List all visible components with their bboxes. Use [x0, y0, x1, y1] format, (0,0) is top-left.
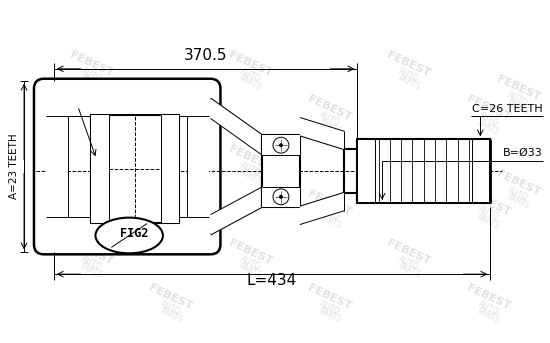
Text: FEBEST: FEBEST: [386, 49, 432, 78]
Text: PARTS: PARTS: [397, 168, 421, 186]
Polygon shape: [211, 187, 262, 235]
Text: PARTS: PARTS: [158, 213, 184, 230]
Text: FEBEST: FEBEST: [147, 188, 194, 217]
Text: FEBEST: FEBEST: [494, 168, 541, 197]
Text: AUTO: AUTO: [477, 299, 500, 317]
Text: FEBEST: FEBEST: [465, 188, 512, 217]
Bar: [262, 135, 300, 207]
Bar: [91, 116, 109, 223]
Text: FEBEST: FEBEST: [68, 49, 115, 78]
Text: FEBEST: FEBEST: [68, 238, 115, 267]
Text: AUTO: AUTO: [160, 111, 183, 128]
Bar: [358, 140, 490, 202]
Circle shape: [279, 195, 283, 199]
Bar: [358, 139, 490, 203]
Text: FEBEST: FEBEST: [147, 283, 194, 311]
Text: PARTS: PARTS: [79, 262, 104, 280]
Text: FEBEST: FEBEST: [227, 144, 273, 173]
Text: PARTS: PARTS: [238, 74, 263, 92]
Circle shape: [273, 189, 289, 205]
Text: PARTS: PARTS: [476, 213, 501, 230]
Bar: [46, 117, 68, 217]
Circle shape: [273, 137, 289, 153]
Text: AUTO: AUTO: [318, 299, 341, 317]
Text: AUTO: AUTO: [239, 66, 262, 83]
Text: FEBEST: FEBEST: [227, 238, 273, 267]
Text: AUTO: AUTO: [160, 299, 183, 317]
Bar: [186, 117, 208, 217]
FancyBboxPatch shape: [34, 79, 221, 254]
Text: AUTO: AUTO: [80, 66, 103, 83]
Text: FEBEST: FEBEST: [306, 283, 353, 311]
Text: L=434: L=434: [247, 273, 297, 288]
Text: AUTO: AUTO: [477, 111, 500, 128]
Bar: [91, 116, 179, 223]
Text: FEBEST: FEBEST: [227, 49, 273, 78]
Bar: [262, 187, 300, 207]
Polygon shape: [300, 193, 344, 225]
Text: PARTS: PARTS: [505, 193, 531, 211]
Polygon shape: [300, 117, 344, 149]
Polygon shape: [211, 98, 262, 155]
Text: PARTS: PARTS: [476, 307, 501, 325]
Text: AUTO: AUTO: [80, 255, 103, 272]
Text: PARTS: PARTS: [317, 118, 342, 137]
Text: PARTS: PARTS: [397, 74, 421, 92]
Text: PARTS: PARTS: [238, 168, 263, 186]
Text: FEBEST: FEBEST: [465, 94, 512, 123]
Text: C=26 TEETH: C=26 TEETH: [472, 104, 543, 114]
Text: AUTO: AUTO: [318, 111, 341, 128]
Text: PARTS: PARTS: [158, 118, 184, 137]
Text: AUTO: AUTO: [239, 161, 262, 178]
Text: AUTO: AUTO: [80, 161, 103, 178]
Text: AUTO: AUTO: [318, 205, 341, 222]
Text: AUTO: AUTO: [477, 205, 500, 222]
Text: PARTS: PARTS: [505, 98, 531, 117]
Text: FEBEST: FEBEST: [68, 144, 115, 173]
Text: AUTO: AUTO: [398, 161, 420, 178]
Bar: [358, 140, 376, 202]
Text: PARTS: PARTS: [158, 307, 184, 325]
Text: PARTS: PARTS: [238, 262, 263, 280]
Circle shape: [279, 143, 283, 147]
Text: FIG2: FIG2: [120, 227, 148, 240]
Bar: [46, 217, 208, 243]
Text: PARTS: PARTS: [79, 168, 104, 186]
Text: AUTO: AUTO: [507, 91, 530, 108]
Text: PARTS: PARTS: [397, 262, 421, 280]
Text: PARTS: PARTS: [79, 74, 104, 92]
Text: AUTO: AUTO: [160, 205, 183, 222]
Text: AUTO: AUTO: [398, 66, 420, 83]
Bar: [46, 91, 208, 117]
Text: 370.5: 370.5: [184, 48, 227, 63]
Text: FEBEST: FEBEST: [306, 94, 353, 123]
Text: FEBEST: FEBEST: [147, 94, 194, 123]
Text: FEBEST: FEBEST: [386, 144, 432, 173]
Bar: [262, 135, 300, 155]
Text: PARTS: PARTS: [317, 213, 342, 230]
Text: AUTO: AUTO: [398, 255, 420, 272]
Text: FEBEST: FEBEST: [306, 188, 353, 217]
Bar: [161, 116, 179, 223]
Text: FEBEST: FEBEST: [494, 74, 541, 103]
Text: FEBEST: FEBEST: [465, 283, 512, 311]
Text: A=23 TEETH: A=23 TEETH: [9, 134, 19, 199]
Text: AUTO: AUTO: [507, 185, 530, 202]
Ellipse shape: [96, 217, 163, 253]
Bar: [471, 140, 490, 202]
Text: PARTS: PARTS: [317, 307, 342, 325]
Text: B=Ø33: B=Ø33: [503, 148, 543, 158]
Text: PARTS: PARTS: [476, 118, 501, 137]
Text: FEBEST: FEBEST: [386, 238, 432, 267]
Text: AUTO: AUTO: [239, 255, 262, 272]
